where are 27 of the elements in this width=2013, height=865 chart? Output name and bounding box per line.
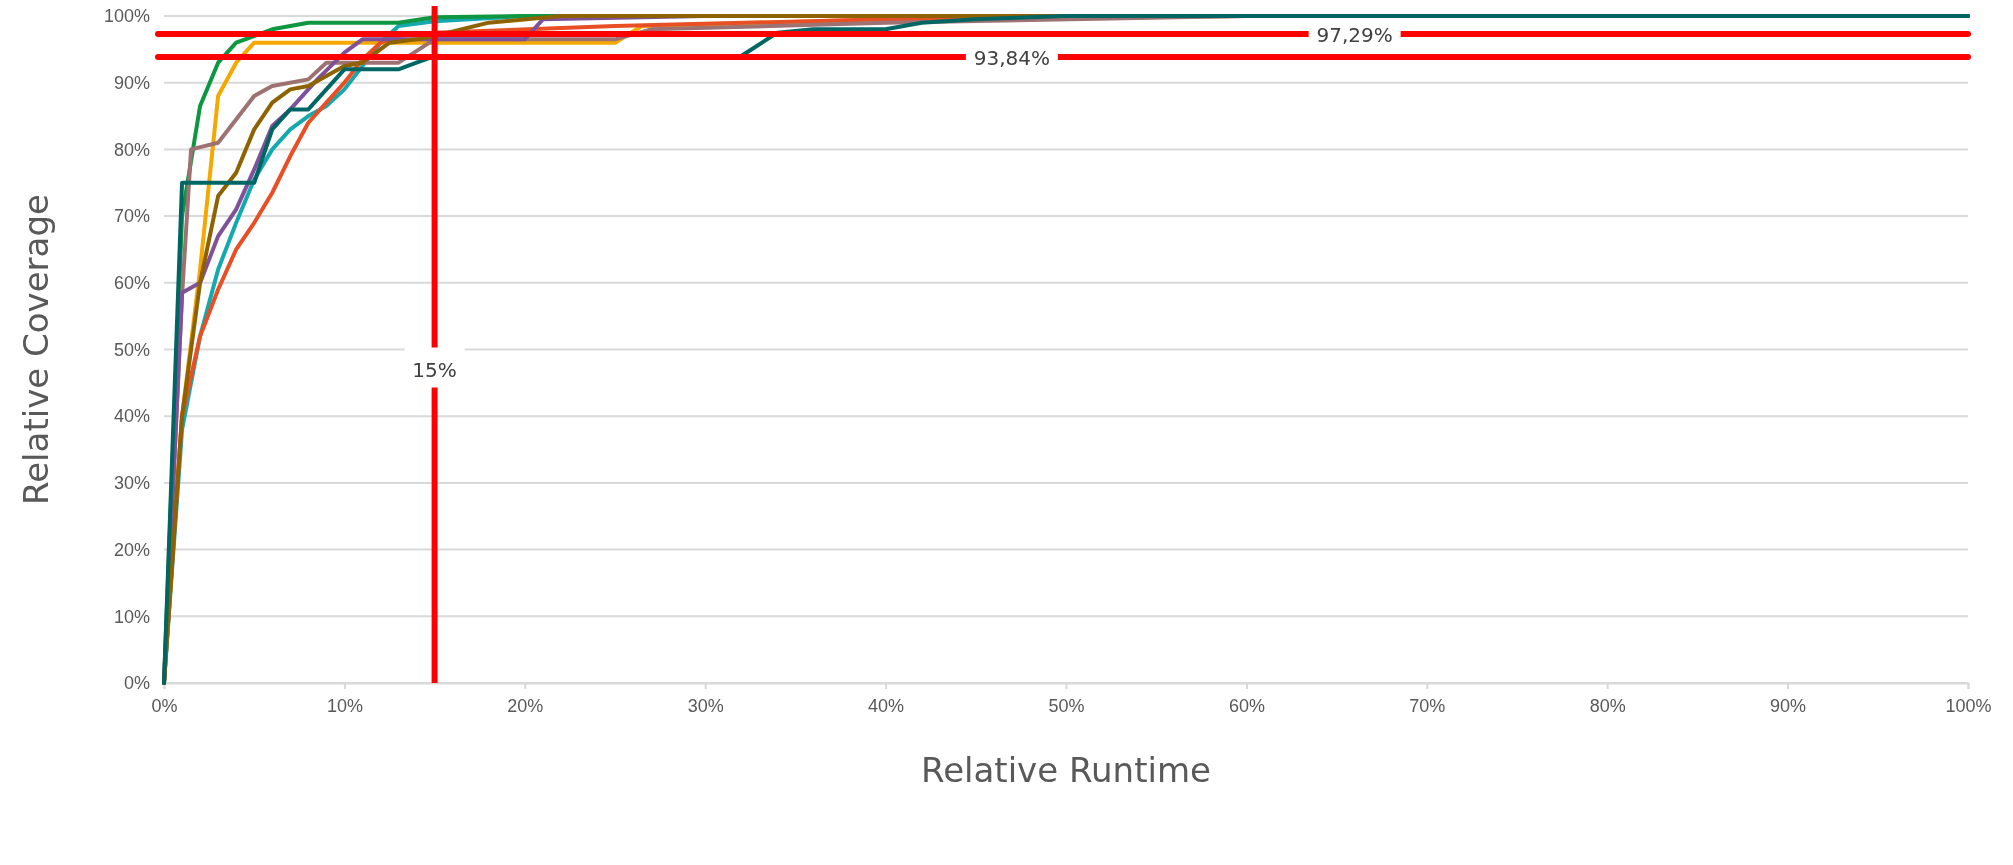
- ref-line-label: 15%: [412, 357, 457, 382]
- ref-line-label: 93,84%: [973, 46, 1051, 71]
- y-tick-label: 50%: [113, 339, 150, 360]
- y-tick-label: 10%: [113, 606, 150, 627]
- y-tick-label: 30%: [113, 473, 150, 494]
- y-tick-label: 90%: [113, 72, 150, 93]
- y-tick-label: 80%: [113, 139, 150, 160]
- ref-line-label: 97,29%: [1316, 23, 1393, 48]
- x-tick-label: 20%: [507, 695, 544, 716]
- x-tick-label: 50%: [1048, 695, 1085, 716]
- y-axis-title: Relative Coverage: [16, 194, 56, 505]
- y-tick-label: 100%: [103, 6, 150, 27]
- x-tick-label: 30%: [687, 695, 724, 716]
- y-tick-label: 20%: [113, 539, 150, 560]
- x-tick-label: 90%: [1770, 695, 1807, 716]
- x-tick-label: 80%: [1589, 695, 1626, 716]
- x-tick-label: 40%: [868, 695, 905, 716]
- y-tick-label: 0%: [123, 673, 150, 694]
- y-tick-label: 70%: [113, 206, 150, 227]
- x-tick-label: 70%: [1409, 695, 1446, 716]
- x-tick-label: 60%: [1228, 695, 1265, 716]
- y-tick-label: 60%: [113, 273, 150, 294]
- x-tick-label: 100%: [1945, 695, 1992, 716]
- x-tick-label: 10%: [326, 695, 363, 716]
- y-tick-label: 40%: [113, 406, 150, 427]
- x-tick-label: 0%: [151, 695, 178, 716]
- x-axis-title: Relative Runtime: [921, 750, 1211, 790]
